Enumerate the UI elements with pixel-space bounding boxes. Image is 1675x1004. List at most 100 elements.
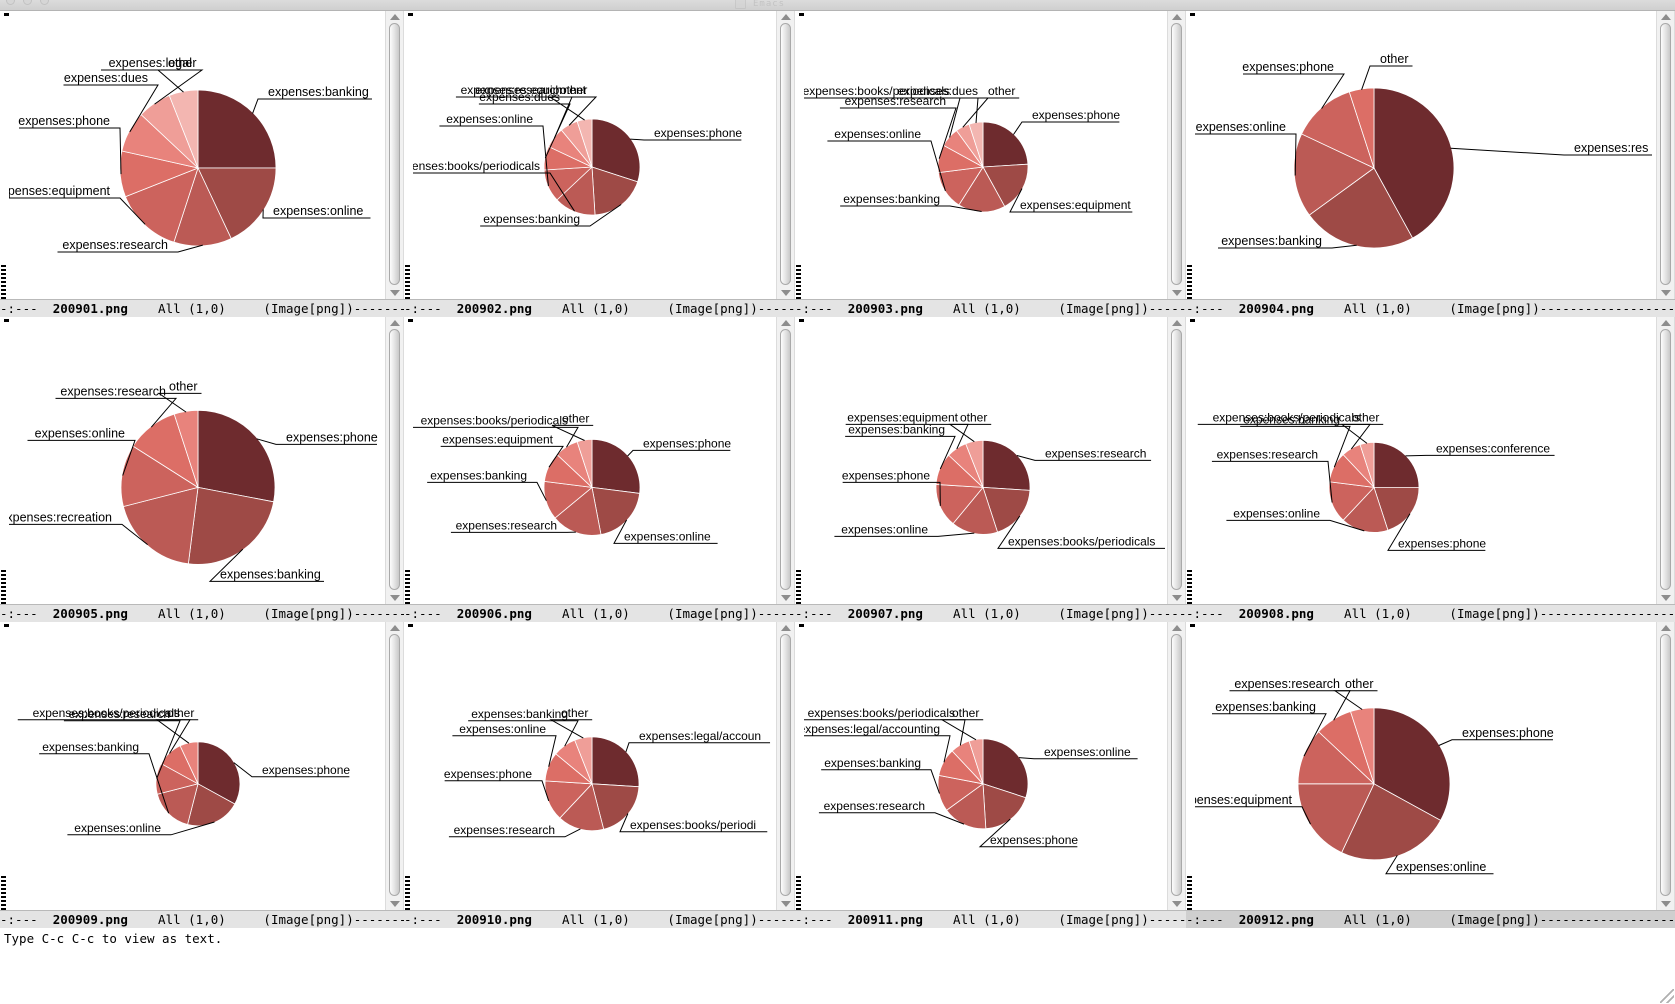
pie-label: expenses:phone [286,430,378,444]
pie-leader-line [930,481,941,506]
scroll-down-arrow-icon[interactable] [1661,900,1671,907]
pie-label-group: expenses:phone [1438,726,1554,747]
vertical-scrollbar[interactable] [1167,11,1186,299]
pie-label-group: expenses:online [613,519,718,544]
buffer-icon[interactable] [735,0,746,9]
pie-label: other [167,706,194,720]
pie-label: other [560,83,587,97]
scroll-down-arrow-icon[interactable] [781,595,791,602]
scroll-down-arrow-icon[interactable] [781,289,791,296]
vertical-scrollbar[interactable] [776,316,795,605]
scrollbar-thumb[interactable] [1171,23,1182,285]
scroll-down-arrow-icon[interactable] [1172,289,1182,296]
scroll-up-arrow-icon[interactable] [781,14,791,20]
scrollbar-thumb[interactable] [780,328,791,591]
pie-label: expenses:research [1234,677,1340,691]
scrollbar-thumb[interactable] [1171,328,1182,591]
modeline: -:--- 200909.png All (1,0) (Image[png])-… [0,909,404,928]
scroll-up-arrow-icon[interactable] [781,625,791,632]
pie-label-group: enses:books/periodicals [413,159,575,212]
pie-label-group: expenses:books/periodicals [997,515,1165,549]
image-canvas: expenses:legal/accoun expenses:books/peri… [413,622,776,910]
pie-leader-line [921,769,940,794]
pie-leader-line [619,813,630,833]
pie-label: expenses:books/periodi [630,818,756,832]
scroll-up-arrow-icon[interactable] [390,14,400,20]
scroll-up-arrow-icon[interactable] [1661,14,1671,20]
emacs-window[interactable]: expenses:conference expenses:phone expense… [1186,316,1675,623]
vertical-scrollbar[interactable] [1167,316,1186,605]
window-grid: expenses:banking expenses:online expenses:… [0,11,1675,928]
scrollbar-thumb[interactable] [780,23,791,285]
scroll-up-arrow-icon[interactable] [1661,625,1671,632]
scroll-up-arrow-icon[interactable] [781,319,791,326]
scroll-up-arrow-icon[interactable] [1172,319,1182,326]
scroll-down-arrow-icon[interactable] [781,900,791,907]
scroll-down-arrow-icon[interactable] [1661,595,1671,602]
pie-label: expenses:research [69,707,170,721]
pie-label: other [1380,52,1409,66]
scroll-up-arrow-icon[interactable] [1172,625,1182,632]
pie-label: expenses:phone [643,436,731,450]
pie-slices [1328,441,1420,533]
scrollbar-thumb[interactable] [1660,23,1671,285]
vertical-scrollbar[interactable] [776,11,795,299]
scroll-up-arrow-icon[interactable] [1661,319,1671,326]
close-circle-icon[interactable] [6,0,15,5]
pie-label-group: expenses:online [1226,506,1365,531]
pie-label-group: other [157,379,202,413]
scrollbar-thumb[interactable] [1660,328,1671,591]
scroll-down-arrow-icon[interactable] [1661,289,1671,296]
vertical-scrollbar[interactable] [1656,11,1675,299]
emacs-window[interactable]: expenses:phone expenses:online expenses:eq… [1186,622,1675,928]
emacs-window[interactable]: expenses:phone expenses:equipment expenses… [795,11,1186,317]
scrollbar-thumb[interactable] [1660,634,1671,896]
scroll-down-arrow-icon[interactable] [390,900,400,907]
emacs-window[interactable]: expenses:phone expenses:online expenses:ba… [0,622,404,928]
pie-label-group: expenses:online [439,112,549,186]
pie-label: expenses:phone [654,126,742,140]
emacs-window[interactable]: expenses:banking expenses:online expenses:… [0,11,404,317]
emacs-window[interactable]: expenses:phone expenses:banking enses:book… [404,11,795,317]
scroll-down-arrow-icon[interactable] [1172,900,1182,907]
scroll-up-arrow-icon[interactable] [390,319,400,326]
left-fringe [404,316,417,605]
vertical-scrollbar[interactable] [1656,622,1675,910]
emacs-window[interactable]: expenses:res expenses:banking expenses:onl… [1186,11,1675,317]
vertical-scrollbar[interactable] [385,622,404,910]
pie-label: expenses:online [1233,506,1320,520]
scroll-up-arrow-icon[interactable] [1172,14,1182,20]
pie-label-group: expenses:research [448,823,581,838]
pie-leader-line [921,140,946,192]
emacs-window[interactable]: expenses:research expenses:books/periodic… [795,316,1186,623]
scrollbar-thumb[interactable] [780,634,791,896]
image-canvas: expenses:phone expenses:online expenses:eq… [1195,622,1656,910]
scroll-up-arrow-icon[interactable] [390,625,400,632]
scroll-down-arrow-icon[interactable] [390,595,400,602]
scrollbar-thumb[interactable] [389,634,400,896]
window-body: expenses:phone expenses:banking expenses:r… [0,316,404,605]
vertical-scrollbar[interactable] [385,316,404,605]
window-body: expenses:conference expenses:phone expense… [1186,316,1675,605]
scrollbar-thumb[interactable] [389,23,400,285]
window-row-3: expenses:phone expenses:online expenses:ba… [0,622,1675,928]
vertical-scrollbar[interactable] [776,622,795,910]
emacs-window[interactable]: expenses:phone expenses:online expenses:re… [404,316,795,623]
vertical-scrollbar[interactable] [1167,622,1186,910]
pie-label-group: expenses:banking [208,548,324,582]
zoom-circle-icon[interactable] [40,0,49,5]
emacs-window[interactable]: expenses:phone expenses:banking expenses:r… [0,316,404,623]
scrollbar-thumb[interactable] [389,328,400,591]
resize-grip[interactable] [1660,989,1674,1003]
minimize-circle-icon[interactable] [23,0,32,5]
emacs-window[interactable]: expenses:legal/accoun expenses:books/peri… [404,622,795,928]
vertical-scrollbar[interactable] [1656,316,1675,605]
scrollbar-thumb[interactable] [1171,634,1182,896]
pie-slice [946,783,987,830]
modeline-filler: ------------------------------ [1148,911,1186,927]
vertical-scrollbar[interactable] [385,11,404,299]
scroll-down-arrow-icon[interactable] [390,289,400,296]
window-controls[interactable] [6,0,49,5]
scroll-down-arrow-icon[interactable] [1172,595,1182,602]
emacs-window[interactable]: expenses:online expenses:phone expenses:re… [795,622,1186,928]
